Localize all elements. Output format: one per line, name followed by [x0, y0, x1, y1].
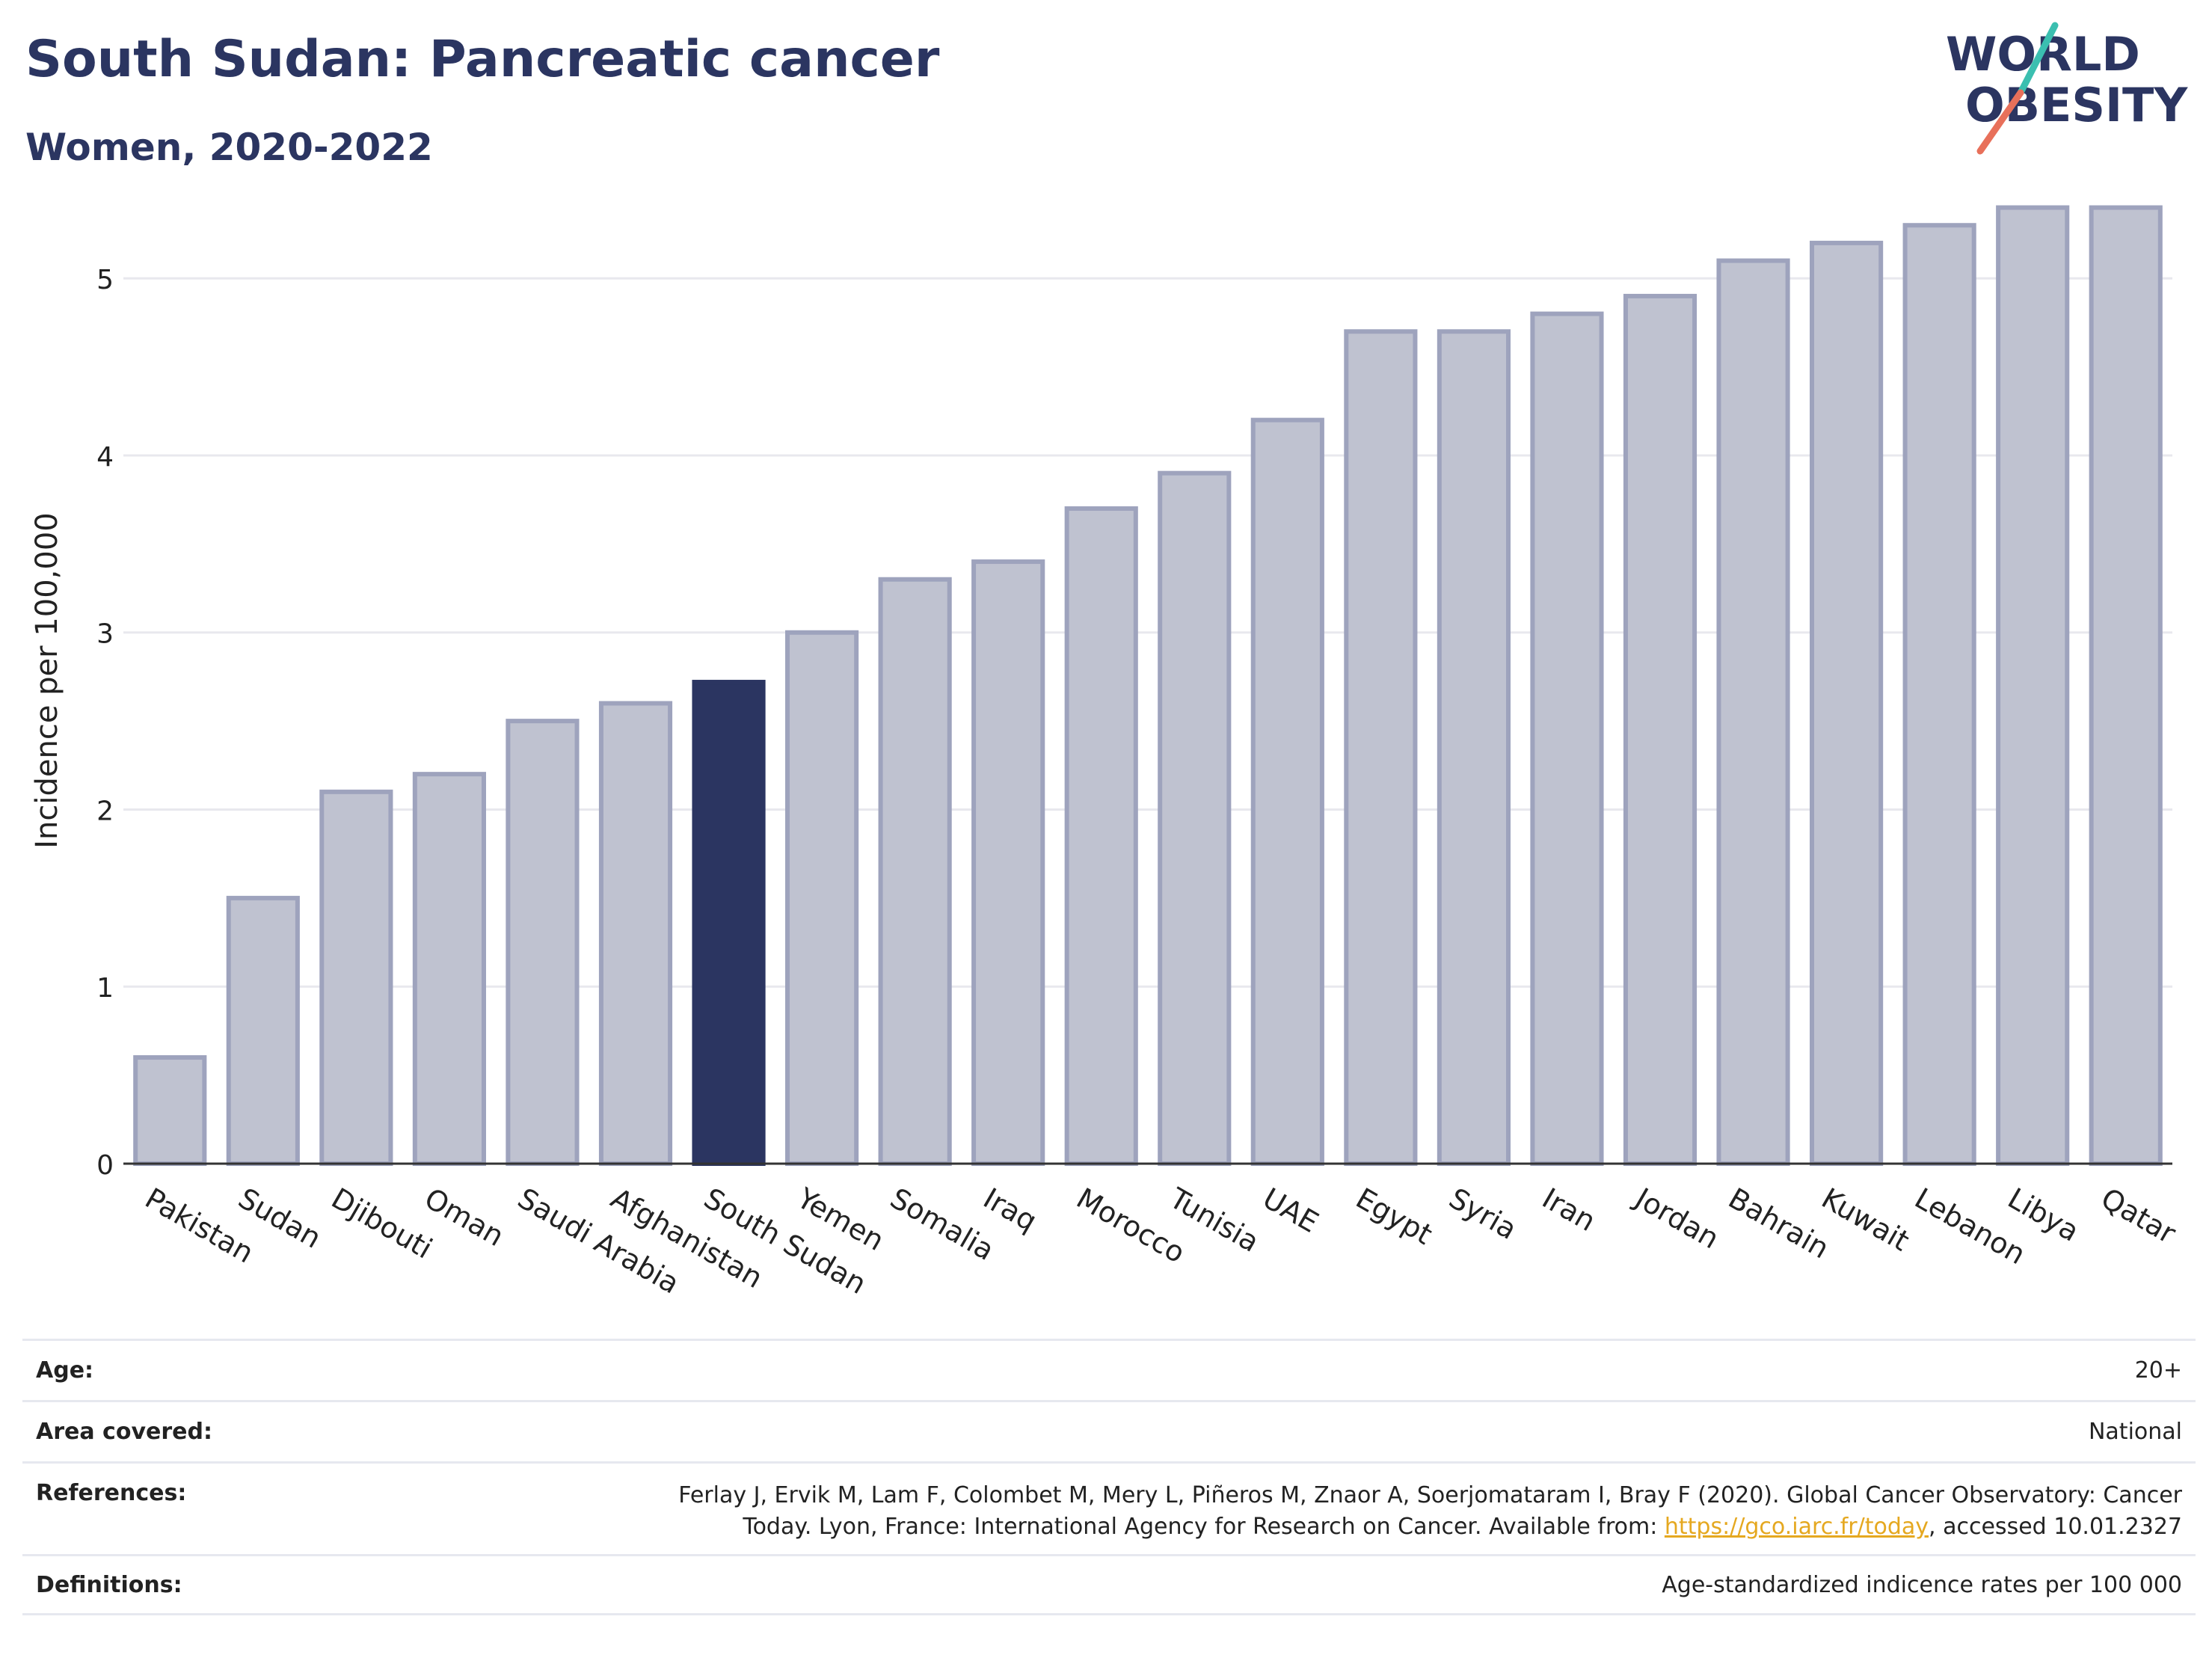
- x-tick-label: UAE: [1257, 1182, 1324, 1239]
- bar-egypt: [1344, 329, 1418, 1167]
- area-value: National: [2088, 1419, 2182, 1445]
- bar-lebanon: [1902, 223, 1976, 1167]
- bar-kuwait: [1810, 240, 1884, 1167]
- x-tick-label: Qatar: [2095, 1182, 2181, 1250]
- y-tick-label: 0: [96, 1150, 114, 1181]
- logo-slash-teal: [2017, 22, 2059, 96]
- bar-oman: [412, 772, 486, 1166]
- info-row-definitions: Definitions: Age-standardized indicence …: [22, 1554, 2196, 1615]
- logo-slash-coral: [1976, 89, 2024, 155]
- world-obesity-logo: WORLD OBESITY: [1946, 22, 2188, 155]
- references-line2-post: , accessed 10.01.2327: [1929, 1514, 2182, 1540]
- bars-layer: [133, 205, 2163, 1167]
- y-axis-label: Incidence per 100,000: [30, 512, 64, 849]
- bar-sudan: [226, 895, 300, 1166]
- definitions-value: Age-standardized indicence rates per 100…: [1662, 1571, 2182, 1598]
- y-tick-label: 4: [96, 442, 114, 473]
- references-line1: Ferlay J, Ervik M, Lam F, Colombet M, Me…: [678, 1482, 2182, 1508]
- x-tick-label: Bahrain: [1723, 1182, 1834, 1265]
- x-tick-label: Egypt: [1351, 1182, 1438, 1251]
- bar-yemen: [785, 630, 859, 1166]
- info-row-area: Area covered: National: [22, 1400, 2196, 1461]
- info-row-age: Age: 20+: [22, 1339, 2196, 1400]
- area-label: Area covered:: [36, 1419, 212, 1445]
- references-line2-pre: Today. Lyon, France: International Agenc…: [743, 1514, 1665, 1540]
- y-tick-label: 3: [96, 619, 114, 650]
- bar-morocco: [1064, 506, 1138, 1167]
- x-tick-label: Somalia: [885, 1182, 1000, 1267]
- x-tick-label: Iran: [1537, 1182, 1601, 1238]
- chart-title: South Sudan: Pancreatic cancer: [25, 30, 940, 89]
- bar-jordan: [1623, 293, 1698, 1167]
- definitions-label: Definitions:: [36, 1571, 182, 1598]
- bar-uae: [1250, 417, 1324, 1167]
- x-tick-label: Jordan: [1629, 1181, 1724, 1256]
- bar-afghanistan: [598, 701, 673, 1166]
- bar-djibouti: [319, 789, 393, 1166]
- y-tick-label: 5: [96, 265, 114, 295]
- x-tick-label: Kuwait: [1816, 1182, 1915, 1258]
- chart-subtitle: Women, 2020-2022: [25, 126, 433, 169]
- info-row-references: References: Ferlay J, Ervik M, Lam F, Co…: [22, 1461, 2196, 1554]
- bar-syria: [1437, 329, 1511, 1167]
- references-value: Ferlay J, Ervik M, Lam F, Colombet M, Me…: [678, 1480, 2182, 1543]
- x-tick-label: Djibouti: [326, 1182, 438, 1265]
- bar-bahrain: [1716, 258, 1790, 1167]
- age-value: 20+: [2134, 1357, 2182, 1384]
- age-label: Age:: [36, 1357, 94, 1384]
- bar-iraq: [971, 559, 1045, 1167]
- info-table: Age: 20+ Area covered: National Referenc…: [22, 1339, 2196, 1615]
- bar-libya: [1996, 205, 2070, 1167]
- bar-iran: [1530, 311, 1604, 1167]
- y-tick-label: 1: [96, 973, 114, 1004]
- bar-tunisia: [1158, 470, 1232, 1167]
- y-tick-labels: 0 1 2 3 4 5: [96, 265, 114, 1181]
- bar-qatar: [2089, 205, 2163, 1167]
- bar-saudi-arabia: [506, 719, 580, 1166]
- references-link[interactable]: https://gco.iarc.fr/today: [1664, 1514, 1929, 1540]
- bar-pakistan: [133, 1054, 207, 1166]
- y-tick-label: 2: [96, 796, 114, 826]
- x-tick-label: Iraq: [978, 1182, 1042, 1238]
- bar-south-sudan: [692, 680, 766, 1166]
- bar-somalia: [878, 577, 952, 1166]
- references-label: References:: [36, 1480, 187, 1506]
- x-tick-label: Syria: [1443, 1182, 1522, 1246]
